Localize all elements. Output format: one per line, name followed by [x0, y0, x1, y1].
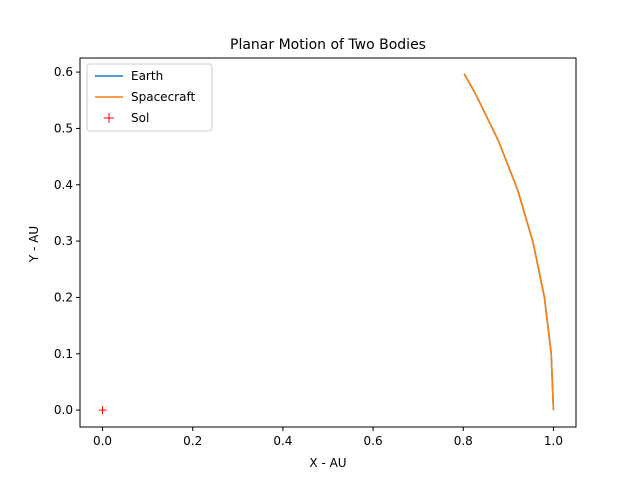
legend-label-spacecraft: Spacecraft: [131, 90, 195, 104]
y-tick-label: 0.4: [54, 178, 73, 192]
series-layer: [98, 73, 555, 415]
y-tick-label: 0.6: [54, 65, 73, 79]
legend-label-sol: Sol: [131, 111, 149, 125]
legend-entry-spacecraft: Spacecraft: [95, 90, 195, 104]
legend-entry-earth: Earth: [95, 69, 163, 83]
y-tick-label: 0.1: [54, 347, 73, 361]
chart-title: Planar Motion of Two Bodies: [230, 37, 426, 53]
x-tick-label: 0.8: [454, 434, 473, 448]
legend-frame: [86, 63, 213, 132]
x-tick-label: 0.4: [273, 434, 292, 448]
y-axis-label: Y - AU: [27, 226, 41, 263]
series-line-spacecraft: [463, 73, 555, 411]
y-tick-label: 0.0: [54, 403, 73, 417]
x-tick-label: 1.0: [544, 434, 563, 448]
x-axis: 0.0 0.2 0.4 0.6 0.8 1.0: [93, 427, 563, 448]
y-tick-label: 0.5: [54, 121, 73, 135]
x-tick-label: 0.6: [364, 434, 383, 448]
legend: Earth Spacecraft Sol: [86, 63, 213, 132]
y-tick-label: 0.2: [54, 290, 73, 304]
axes-frame: [79, 57, 577, 428]
marker-sol: [98, 406, 107, 415]
x-tick-label: 0.0: [93, 434, 112, 448]
x-axis-label: X - AU: [309, 456, 346, 470]
y-axis: 0.0 0.1 0.2 0.3 0.4 0.5 0.6: [54, 65, 80, 417]
x-tick-label: 0.2: [183, 434, 202, 448]
legend-label-earth: Earth: [131, 69, 163, 83]
y-tick-label: 0.3: [54, 234, 73, 248]
legend-entry-sol: Sol: [104, 111, 149, 125]
